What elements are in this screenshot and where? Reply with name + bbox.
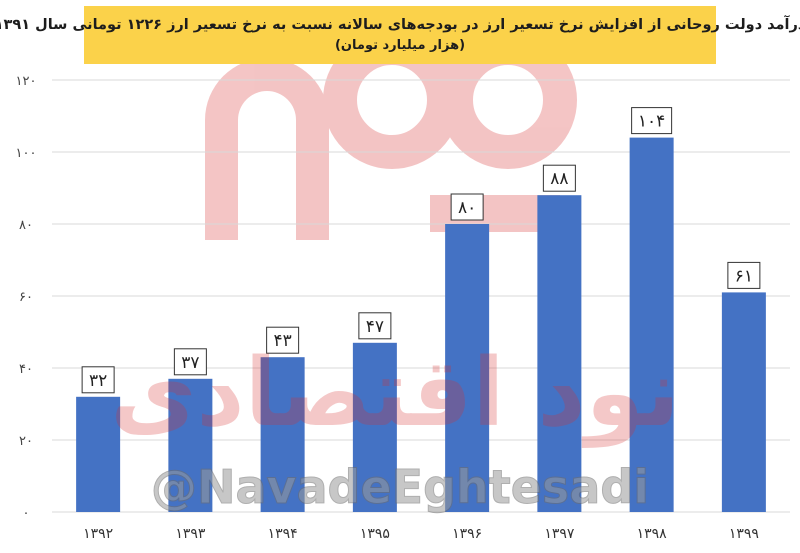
bar xyxy=(352,342,397,512)
x-tick-label: ۱۳۹۲ xyxy=(83,526,113,542)
bar xyxy=(76,396,121,512)
chart-subtitle: (هزار میلیارد تومان) xyxy=(334,38,466,53)
watermark-handle: @NavadeEghtesadi xyxy=(151,460,649,514)
bar xyxy=(260,357,305,512)
y-tick-label: ۰ xyxy=(23,506,30,521)
y-tick-label: ۱۲۰ xyxy=(16,74,37,89)
y-tick-label: ۲۰ xyxy=(19,434,33,449)
data-label: ۸۸ xyxy=(550,169,568,189)
watermark-logo xyxy=(205,31,577,240)
x-tick-label: ۱۳۹۷ xyxy=(544,526,575,542)
data-label: ۱۰۴ xyxy=(638,112,665,132)
x-tick-label: ۱۳۹۵ xyxy=(360,526,390,542)
chart-title-box: درآمد دولت روحانی از افزایش نرخ تسعیر ار… xyxy=(0,6,800,64)
data-label-box xyxy=(358,312,392,340)
data-label-box xyxy=(81,366,115,394)
bar xyxy=(168,378,213,512)
data-label: ۸۰ xyxy=(458,198,476,218)
data-label-box xyxy=(173,348,207,376)
bar xyxy=(445,224,490,512)
x-tick-label: ۱۳۹۳ xyxy=(175,526,206,542)
y-tick-label: ۱۰۰ xyxy=(16,146,37,161)
data-label: ۴۷ xyxy=(366,317,384,337)
y-tick-label: ۸۰ xyxy=(19,218,33,233)
x-tick-label: ۱۳۹۶ xyxy=(452,526,482,542)
y-tick-label: ۴۰ xyxy=(19,362,33,377)
data-label: ۴۳ xyxy=(273,331,291,351)
data-label: ۳۲ xyxy=(89,371,107,391)
bar xyxy=(721,292,766,512)
chart-title: درآمد دولت روحانی از افزایش نرخ تسعیر ار… xyxy=(0,17,800,33)
bar xyxy=(629,137,674,512)
watermark-text: نود اقتصادی xyxy=(110,339,680,448)
data-label-box xyxy=(631,107,673,135)
data-label: ۳۷ xyxy=(181,353,199,373)
bar xyxy=(537,195,582,512)
y-tick-label: ۶۰ xyxy=(19,290,33,305)
x-tick-label: ۱۳۹۹ xyxy=(729,526,759,542)
data-label-box xyxy=(450,193,484,221)
data-label-box xyxy=(266,326,300,354)
x-tick-label: ۱۳۹۴ xyxy=(268,526,298,542)
x-tick-label: ۱۳۹۸ xyxy=(637,526,668,542)
data-label-box xyxy=(727,261,761,289)
data-label: ۶۱ xyxy=(735,266,753,286)
data-label-box xyxy=(542,164,576,192)
